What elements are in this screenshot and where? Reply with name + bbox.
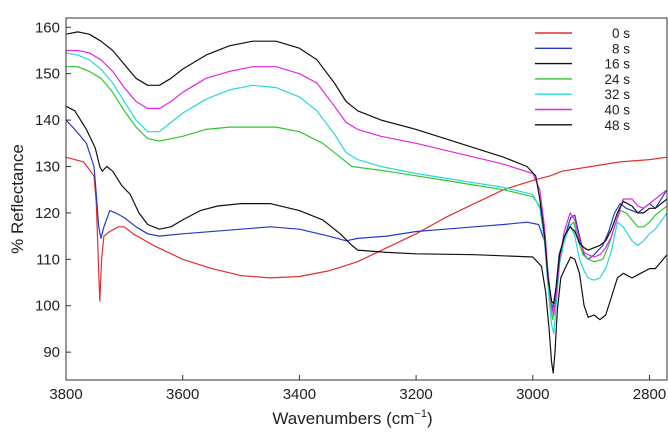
y-axis-title: % Reflectance	[8, 144, 27, 254]
series-line-48s	[65, 31, 668, 304]
legend-label: 24 s	[604, 72, 630, 87]
y-tick-label: 120	[35, 205, 60, 222]
legend: 0 s8 s16 s24 s32 s40 s48 s	[535, 26, 630, 133]
series-line-32s	[65, 52, 668, 335]
series-line-24s	[66, 66, 668, 321]
y-tick-label: 100	[35, 298, 60, 315]
y-tick-label: 130	[35, 159, 60, 176]
x-tick-label: 2800	[633, 386, 666, 403]
y-tick-label: 140	[35, 112, 60, 129]
x-tick-label: 3000	[516, 386, 549, 403]
y-tick-label: 110	[36, 251, 60, 268]
y-tick-label: 150	[35, 66, 60, 83]
legend-label: 16 s	[604, 57, 630, 72]
series-line-8s	[65, 119, 668, 311]
legend-label: 48 s	[604, 118, 630, 133]
series-line-0s	[65, 156, 668, 302]
x-axis: 3800 3600 3400 3200 3000 2800	[49, 375, 666, 403]
legend-label: 0 s	[612, 26, 630, 41]
y-tick-label: 90	[43, 344, 60, 361]
y-axis: 90 100 110 120 130 140 150 160	[35, 19, 71, 361]
legend-label: 32 s	[604, 87, 630, 102]
series-line-40s	[66, 49, 668, 316]
y-tick-label: 160	[35, 19, 60, 36]
plot-frame	[65, 17, 668, 381]
legend-label: 40 s	[604, 103, 630, 118]
x-tick-label: 3600	[166, 386, 199, 403]
series-lines	[65, 31, 668, 374]
x-axis-title: Wavenumbers (cm−1)	[272, 408, 432, 428]
series-line-16s	[65, 105, 668, 374]
x-tick-label: 3800	[49, 386, 82, 403]
x-tick-label: 3400	[283, 386, 316, 403]
legend-label: 8 s	[612, 41, 630, 56]
x-tick-label: 3200	[399, 386, 432, 403]
